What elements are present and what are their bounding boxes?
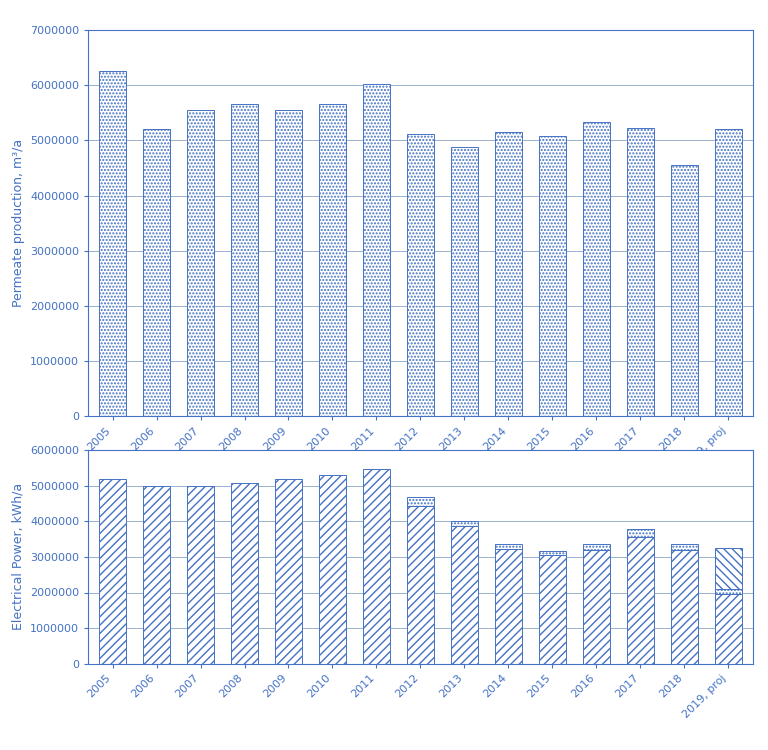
Bar [187, 486, 214, 664]
Y-axis label: Electrical Power, kWh/a: Electrical Power, kWh/a [12, 483, 25, 631]
Bar [539, 136, 566, 416]
Bar [363, 469, 389, 664]
Y-axis label: Permeate production, m³/a: Permeate production, m³/a [12, 139, 25, 308]
Bar [452, 520, 478, 526]
Bar [363, 84, 389, 416]
Bar [319, 475, 346, 664]
Bar [407, 134, 434, 416]
Bar [275, 110, 302, 416]
Bar [583, 544, 610, 550]
Bar [144, 486, 170, 664]
Bar [583, 122, 610, 416]
Bar [319, 104, 346, 416]
Bar [671, 165, 697, 416]
Bar [231, 104, 258, 416]
Bar [583, 550, 610, 664]
Bar [144, 129, 170, 416]
Bar [715, 589, 742, 594]
Bar [627, 128, 654, 416]
Bar [715, 129, 742, 416]
Bar [452, 147, 478, 416]
Bar [671, 544, 697, 550]
Bar [715, 548, 742, 589]
Bar [407, 497, 434, 506]
Bar [275, 478, 302, 664]
Bar [671, 550, 697, 664]
Bar [627, 537, 654, 664]
Bar [539, 550, 566, 555]
Bar [495, 544, 521, 549]
Bar [495, 549, 521, 664]
Bar [407, 506, 434, 664]
Bar [452, 526, 478, 664]
Bar [99, 71, 126, 416]
Bar [495, 132, 521, 416]
Bar [627, 529, 654, 537]
Bar [99, 478, 126, 664]
Bar [187, 110, 214, 416]
Bar [539, 555, 566, 664]
Bar [715, 594, 742, 664]
Bar [231, 483, 258, 664]
